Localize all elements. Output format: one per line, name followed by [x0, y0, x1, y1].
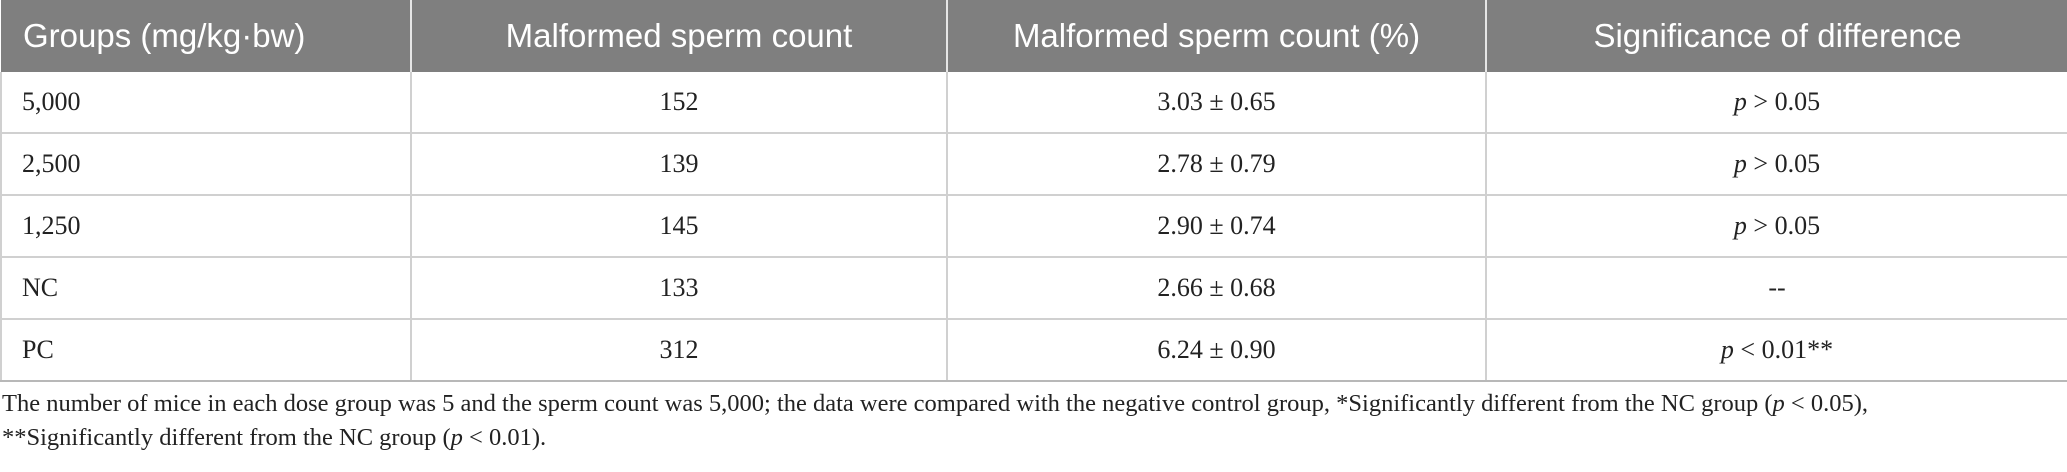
cell-percent: 2.78 ± 0.79	[947, 133, 1487, 196]
header-row: Groups (mg/kg·bw) Malformed sperm count …	[1, 0, 2067, 72]
p-symbol: p	[1733, 87, 1747, 116]
data-table-container: Groups (mg/kg·bw) Malformed sperm count …	[0, 0, 2067, 382]
p-value: > 0.05	[1746, 149, 1821, 178]
cell-group: PC	[0, 319, 412, 382]
p-symbol: p	[1733, 149, 1747, 178]
table-row: 2,500 139 2.78 ± 0.79 p > 0.05	[0, 133, 2067, 196]
cell-group: 5,000	[0, 72, 412, 134]
footnote-text-2: < 0.05),	[1784, 390, 1869, 417]
header-malformed-percent: Malformed sperm count (%)	[947, 0, 1487, 72]
cell-count: 312	[411, 319, 948, 382]
p-symbol: p	[1733, 211, 1747, 240]
cell-significance: --	[1486, 257, 2067, 320]
malformed-sperm-table: Groups (mg/kg·bw) Malformed sperm count …	[0, 0, 2067, 382]
footnote-text-3: **Significantly different from the NC gr…	[2, 424, 451, 451]
header-malformed-count: Malformed sperm count	[411, 0, 948, 72]
cell-significance: p > 0.05	[1486, 133, 2067, 196]
cell-percent: 2.66 ± 0.68	[947, 257, 1487, 320]
table-row: 5,000 152 3.03 ± 0.65 p > 0.05	[0, 72, 2067, 134]
table-row: PC 312 6.24 ± 0.90 p < 0.01**	[0, 319, 2067, 382]
cell-percent: 3.03 ± 0.65	[947, 72, 1487, 134]
p-value: --	[1768, 273, 1786, 302]
cell-significance: p < 0.01**	[1486, 319, 2067, 382]
footnote-p-symbol-1: p	[1772, 390, 1785, 417]
cell-percent: 6.24 ± 0.90	[947, 319, 1487, 382]
cell-count: 133	[411, 257, 948, 320]
table-row: 1,250 145 2.90 ± 0.74 p > 0.05	[0, 195, 2067, 258]
cell-significance: p > 0.05	[1486, 72, 2067, 134]
header-groups: Groups (mg/kg·bw)	[1, 0, 412, 72]
footnote-text-4: < 0.01).	[462, 424, 547, 451]
table-header: Groups (mg/kg·bw) Malformed sperm count …	[1, 0, 2067, 72]
p-value: > 0.05	[1746, 87, 1821, 116]
footnote-p-symbol-2: p	[450, 424, 463, 451]
cell-group: 1,250	[0, 195, 412, 258]
cell-group: 2,500	[0, 133, 412, 196]
cell-count: 139	[411, 133, 948, 196]
cell-group: NC	[0, 257, 412, 320]
table-footnote: The number of mice in each dose group wa…	[2, 387, 2062, 455]
table-row: NC 133 2.66 ± 0.68 --	[0, 257, 2067, 320]
p-value: > 0.05	[1746, 211, 1821, 240]
p-symbol: p	[1720, 335, 1734, 364]
header-significance: Significance of difference	[1486, 0, 2067, 72]
table-body: 5,000 152 3.03 ± 0.65 p > 0.05 2,500 139…	[0, 72, 2067, 382]
cell-count: 145	[411, 195, 948, 258]
footnote-text-1: The number of mice in each dose group wa…	[2, 390, 1773, 417]
p-value: < 0.01**	[1733, 335, 1834, 364]
cell-count: 152	[411, 72, 948, 134]
cell-percent: 2.90 ± 0.74	[947, 195, 1487, 258]
cell-significance: p > 0.05	[1486, 195, 2067, 258]
